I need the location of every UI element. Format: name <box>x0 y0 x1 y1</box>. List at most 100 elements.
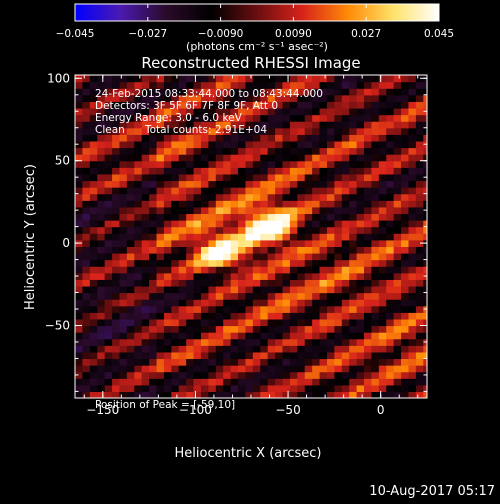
heatmap-cell <box>104 101 113 109</box>
heatmap-cell <box>97 305 106 313</box>
heatmap-cell <box>334 345 343 353</box>
heatmap-cell <box>156 160 165 168</box>
heatmap-cell <box>134 134 143 142</box>
heatmap-cell <box>401 325 410 333</box>
heatmap-cell <box>267 160 276 168</box>
heatmap-cell <box>215 384 224 393</box>
heatmap-cell <box>223 384 232 393</box>
heatmap-cell <box>245 154 254 162</box>
heatmap-cell <box>282 259 291 267</box>
heatmap-cell <box>112 134 121 142</box>
heatmap-cell <box>208 312 217 320</box>
heatmap-cell <box>423 318 427 327</box>
heatmap-cell <box>260 193 269 201</box>
heatmap-cell <box>275 94 284 102</box>
heatmap-cell <box>401 121 410 129</box>
heatmap-cell <box>97 200 106 208</box>
heatmap-cell <box>401 338 410 346</box>
heatmap-cell <box>112 318 121 327</box>
heatmap-cell <box>245 358 254 366</box>
heatmap-cell <box>282 318 291 327</box>
heatmap-cell <box>193 332 202 340</box>
heatmap-cell <box>89 101 98 109</box>
heatmap-cell <box>386 160 395 168</box>
heatmap-cell <box>200 391 209 398</box>
heatmap-cell <box>371 391 380 398</box>
heatmap-cell <box>282 305 291 313</box>
heatmap-cell <box>186 279 195 287</box>
heatmap-cell <box>252 75 261 83</box>
heatmap-cell <box>200 312 209 320</box>
heatmap-cell <box>149 187 158 195</box>
heatmap-cell <box>356 345 365 353</box>
heatmap-cell <box>297 279 306 287</box>
heatmap-cell <box>349 391 358 398</box>
heatmap-cell <box>386 345 395 353</box>
heatmap-cell <box>423 384 427 393</box>
heatmap-cell <box>89 167 98 175</box>
heatmap-cell <box>304 378 313 386</box>
heatmap-cell <box>149 312 158 320</box>
heatmap-cell <box>334 246 343 254</box>
colorbar-ticks: −0.045 −0.027 −0.0090 0.0090 0.027 0.045 <box>56 4 454 40</box>
heatmap-cell <box>349 292 358 300</box>
heatmap-cell <box>319 180 328 188</box>
heatmap-cell <box>75 226 84 234</box>
heatmap-cell <box>304 279 313 287</box>
heatmap-cell <box>245 272 254 280</box>
heatmap-cell <box>208 75 217 83</box>
heatmap-cell <box>326 285 335 294</box>
heatmap-cell <box>393 121 402 129</box>
heatmap-cell <box>312 292 321 300</box>
heatmap-cell <box>341 266 350 274</box>
heatmap-cell <box>415 88 424 96</box>
heatmap-cell <box>245 365 254 373</box>
heatmap-cell <box>431 253 439 260</box>
heatmap-cell <box>75 285 76 294</box>
heatmap-cell <box>215 114 224 122</box>
heatmap-cell <box>149 114 158 122</box>
heatmap-cell <box>75 187 76 195</box>
heatmap-cell <box>282 358 291 366</box>
heatmap-cell <box>75 351 76 360</box>
heatmap-cell <box>326 259 335 267</box>
heatmap-cell <box>104 180 113 188</box>
heatmap-cell <box>119 81 128 89</box>
heatmap-cell <box>334 371 343 379</box>
heatmap-cell <box>200 292 209 300</box>
heatmap-cell <box>275 147 284 155</box>
heatmap-cell <box>312 114 321 122</box>
heatmap-cell <box>245 220 254 228</box>
heatmap-cell <box>282 252 291 261</box>
heatmap-cell <box>193 140 202 149</box>
heatmap-cell <box>431 115 439 122</box>
heatmap-cell <box>356 338 365 346</box>
heatmap-cell <box>423 88 427 96</box>
heatmap-cell <box>408 378 417 386</box>
heatmap-cell <box>297 371 306 379</box>
heatmap-cell <box>223 94 232 102</box>
heatmap-cell <box>282 351 291 360</box>
heatmap-cell <box>75 134 76 142</box>
heatmap-cell <box>134 312 143 320</box>
heatmap-cell <box>401 233 410 241</box>
heatmap-cell <box>275 220 284 228</box>
heatmap-cell <box>82 107 91 116</box>
heatmap-cell <box>186 134 195 142</box>
heatmap-cell <box>304 180 313 188</box>
heatmap-cell <box>200 107 209 116</box>
heatmap-cell <box>356 305 365 313</box>
heatmap-cell <box>163 114 172 122</box>
heatmap-cell <box>149 160 158 168</box>
heatmap-cell <box>289 338 298 346</box>
heatmap-cell <box>319 272 328 280</box>
heatmap-cell <box>364 371 373 379</box>
heatmap-cell <box>245 226 254 234</box>
heatmap-cell <box>386 206 395 215</box>
heatmap-cell <box>326 140 335 149</box>
heatmap-cell <box>312 285 321 294</box>
heatmap-cell <box>289 180 298 188</box>
heatmap-cell <box>267 266 276 274</box>
heatmap-cell <box>319 391 328 398</box>
heatmap-cell <box>149 345 158 353</box>
